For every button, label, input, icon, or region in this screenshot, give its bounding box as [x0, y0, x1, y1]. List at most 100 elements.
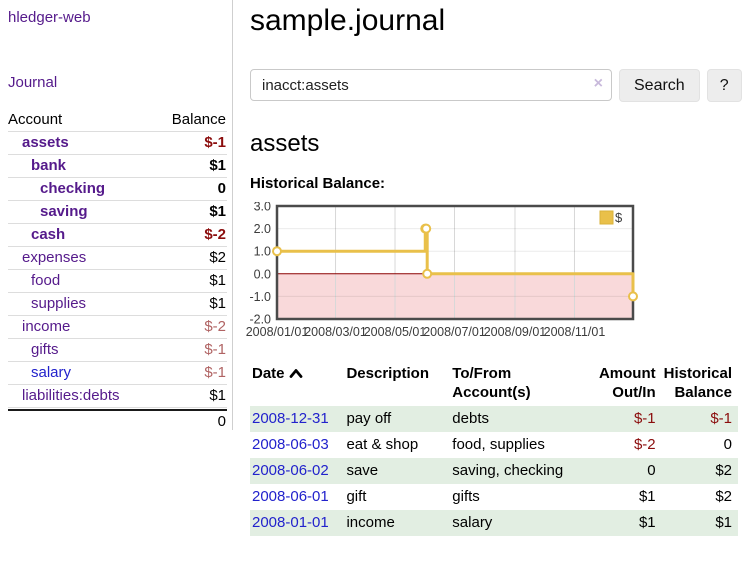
- amount-cell: 0: [647, 462, 656, 479]
- sidebar-account-link[interactable]: gifts: [31, 341, 59, 358]
- x-axis-tick-label: 2008/01/01: [246, 325, 309, 339]
- balance-cell: $2: [715, 462, 732, 479]
- sidebar-account-link[interactable]: liabilities:debts: [22, 387, 120, 404]
- account-heading: assets: [250, 130, 320, 157]
- date-cell: 2008-06-02: [250, 458, 344, 484]
- accounts-total-row: 0: [8, 409, 227, 432]
- accounts-table: Account Balance assets $-1 bank $1 checking 0…: [8, 109, 227, 432]
- account-balance: $1: [209, 157, 226, 174]
- sidebar-account-link[interactable]: salary: [31, 364, 72, 381]
- search-form: × Search ?: [250, 69, 742, 102]
- account-balance: $-2: [204, 226, 226, 243]
- app-title-link[interactable]: hledger-web: [8, 9, 91, 26]
- plot-border: [275, 204, 635, 321]
- account-column-header: Account: [8, 111, 63, 128]
- y-axis-tick-label: -2.0: [249, 313, 271, 327]
- accounts-cell: salary: [452, 514, 493, 531]
- transaction-date-link[interactable]: 2008-06-02: [252, 462, 329, 479]
- sidebar-item-journal[interactable]: Journal: [8, 74, 58, 91]
- date-cell: 2008-06-01: [250, 484, 344, 510]
- account-balance: $1: [209, 272, 226, 289]
- amount-cell: $-2: [633, 436, 656, 453]
- register-header-row: Date Description To/From Account(s) Amou…: [250, 362, 738, 406]
- sidebar-account-link[interactable]: expenses: [22, 249, 87, 266]
- chart-canvas: $3.0 2.0 1.0 0.0 -1.0 -2.02008/01/012008/03/0…: [246, 200, 638, 339]
- balance-column-header: Balance: [171, 111, 226, 128]
- account-row: cash $-2: [8, 224, 227, 247]
- description-cell: pay off: [346, 410, 392, 427]
- data-point-marker: [272, 246, 282, 257]
- data-point-marker: [422, 268, 433, 279]
- register-row: 2008-06-02 save saving, checking 0 $2: [250, 458, 738, 484]
- x-axis-tick-label: 2008/11/01: [544, 325, 606, 339]
- sidebar-divider: [232, 0, 233, 430]
- clear-search-icon[interactable]: ×: [593, 75, 603, 92]
- x-axis-tick-label: 2008/03/01: [304, 325, 367, 339]
- transaction-date-link[interactable]: 2008-12-31: [252, 410, 329, 427]
- sidebar-account-link[interactable]: income: [22, 318, 71, 335]
- description-column-header: Description: [346, 365, 429, 382]
- description-cell: income: [346, 514, 395, 531]
- account-row: bank $1: [8, 155, 227, 178]
- balance-cell: $1: [715, 514, 732, 531]
- account-row: salary $-1: [8, 362, 227, 385]
- transaction-date-link[interactable]: 2008-01-01: [252, 514, 329, 531]
- account-balance: $1: [209, 387, 226, 404]
- account-row: assets $-1: [8, 132, 227, 155]
- legend-label: $: [615, 210, 623, 225]
- sidebar-account-link[interactable]: supplies: [31, 295, 87, 312]
- account-balance: $-2: [204, 318, 226, 335]
- date-cell: 2008-12-31: [250, 406, 344, 432]
- account-row: gifts $-1: [8, 339, 227, 362]
- account-row: income $-2: [8, 316, 227, 339]
- date-cell: 2008-01-01: [250, 510, 344, 536]
- sidebar: hledger-web Journal Account Balance asse…: [0, 0, 233, 432]
- account-row: expenses $2: [8, 247, 227, 270]
- accounts-total-value: 0: [217, 412, 226, 430]
- sidebar-account-link[interactable]: checking: [40, 180, 106, 197]
- accounts-column-header: To/From Account(s): [452, 365, 531, 401]
- main-content: sample.journal × Search ? assets Histori…: [245, 0, 742, 536]
- historical-balance-chart[interactable]: $3.0 2.0 1.0 0.0 -1.0 -2.0 2008/01/01 2008/03/0…: [245, 200, 737, 344]
- description-cell: eat & shop: [346, 436, 419, 453]
- account-balance: $-1: [204, 341, 226, 358]
- search-input[interactable]: [250, 69, 612, 101]
- x-axis-tick-label: 2008/09/01: [484, 325, 547, 339]
- account-row: liabilities:debts $1: [8, 385, 227, 408]
- account-row: food $1: [8, 270, 227, 293]
- transaction-date-link[interactable]: 2008-06-03: [252, 436, 329, 453]
- account-balance: 0: [217, 180, 226, 197]
- accounts-table-header: Account Balance: [8, 109, 227, 132]
- sidebar-account-link[interactable]: food: [31, 272, 61, 289]
- y-axis-tick-label: 0.0: [254, 267, 271, 281]
- account-row: saving $1: [8, 201, 227, 224]
- y-axis-tick-label: 1.0: [254, 245, 271, 259]
- register-table: Date Description To/From Account(s) Amou…: [250, 362, 738, 536]
- chart-title: Historical Balance:: [250, 175, 386, 192]
- data-point-marker: [628, 291, 638, 302]
- accounts-cell: food, supplies: [452, 436, 545, 453]
- account-balance: $-1: [204, 134, 226, 151]
- help-button[interactable]: ?: [706, 69, 742, 102]
- sidebar-account-link[interactable]: assets: [22, 134, 69, 151]
- register-row: 2008-06-01 gift gifts $1 $2: [250, 484, 738, 510]
- sidebar-account-link[interactable]: cash: [31, 226, 66, 243]
- data-point-marker: [421, 223, 432, 234]
- y-axis-tick-label: 3.0: [254, 202, 271, 214]
- account-row: supplies $1: [8, 293, 227, 316]
- search-button[interactable]: Search: [619, 69, 700, 102]
- account-balance: $1: [209, 295, 226, 312]
- amount-cell: $-1: [633, 410, 656, 427]
- balance-cell: $-1: [710, 410, 732, 427]
- register-row: 2008-06-03 eat & shop food, supplies $-2 0: [250, 432, 738, 458]
- y-axis-tick-label: 2.0: [254, 222, 271, 236]
- date-cell: 2008-06-03: [250, 432, 344, 458]
- transaction-date-link[interactable]: 2008-06-01: [252, 488, 329, 505]
- accounts-cell: saving, checking: [452, 462, 564, 479]
- search-input-wrapper: ×: [250, 69, 612, 102]
- balance-cell: $2: [715, 488, 732, 505]
- date-column-header[interactable]: Date: [250, 362, 344, 406]
- sidebar-account-link[interactable]: bank: [31, 157, 67, 174]
- accounts-cell: gifts: [452, 488, 480, 505]
- sidebar-account-link[interactable]: saving: [40, 203, 88, 220]
